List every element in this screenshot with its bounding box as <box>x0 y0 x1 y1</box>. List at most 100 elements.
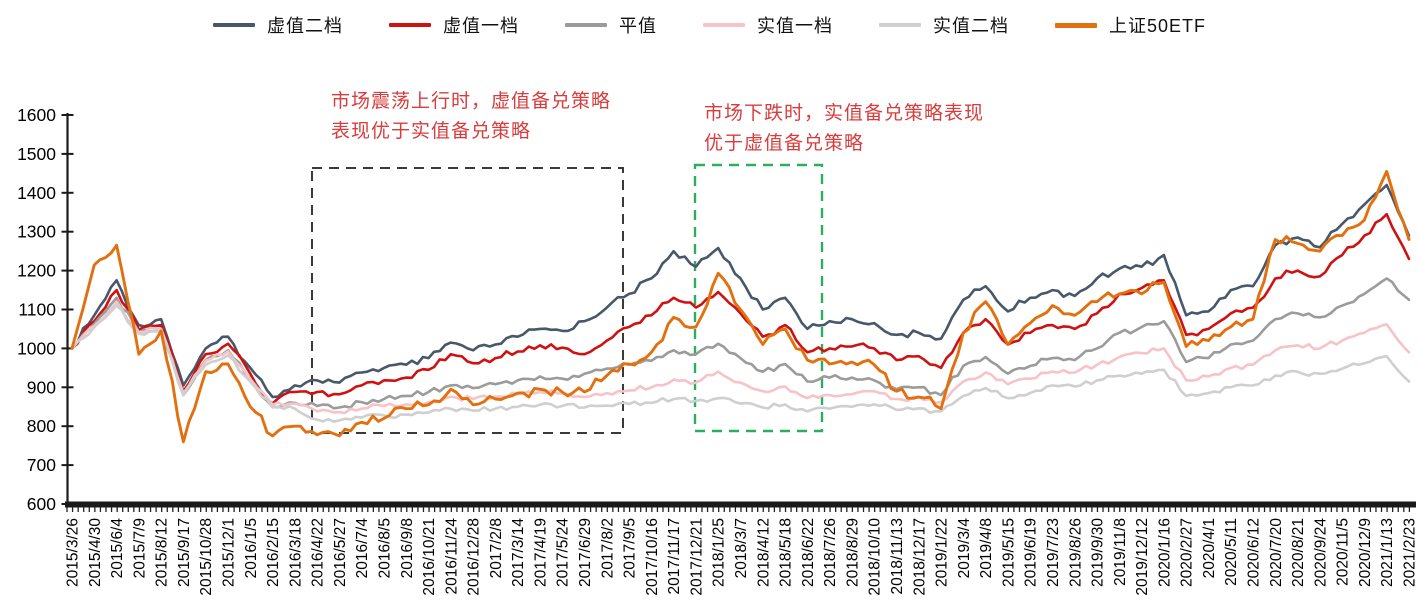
x-axis-label: 2021/1/13 <box>1379 518 1396 587</box>
series-line <box>70 304 1411 424</box>
x-axis-label: 2015/3/26 <box>65 518 82 587</box>
x-axis-label: 2016/2/15 <box>265 518 282 587</box>
itm1-line-swatch-icon <box>702 23 745 27</box>
x-axis-label: 2017/9/5 <box>622 518 639 578</box>
x-axis-label: 2015/6/4 <box>109 518 126 579</box>
x-axis-label: 2019/7/23 <box>1045 518 1062 587</box>
legend-item-sse50etf: 上证50ETF <box>1054 12 1207 38</box>
x-axis-label: 2017/12/21 <box>688 518 705 596</box>
x-axis-label: 2016/8/5 <box>376 518 393 578</box>
x-axis-label: 2019/12/12 <box>1134 518 1151 596</box>
x-axis-label: 2017/4/19 <box>532 518 549 587</box>
x-axis-label: 2015/7/9 <box>131 518 148 578</box>
y-axis-label: 1600 <box>17 105 56 125</box>
x-axis-label: 2016/10/21 <box>421 518 438 596</box>
x-axis-label: 2018/8/29 <box>844 518 861 587</box>
itm-strategy-region-box <box>693 163 824 433</box>
legend-label: 虚值一档 <box>442 16 519 36</box>
x-axis-label: 2019/11/8 <box>1112 518 1129 586</box>
legend-label: 虚值二档 <box>266 16 343 36</box>
x-axis-label: 2017/5/24 <box>555 518 572 587</box>
x-axis-label: 2015/8/12 <box>154 518 171 587</box>
y-axis-label: 1200 <box>17 261 56 281</box>
otm-strategy-region-box <box>311 167 624 434</box>
annotation-line: 市场震荡上行时，虚值备兑策略 <box>331 91 612 112</box>
annotation-line: 表现优于实值备兑策略 <box>331 121 532 142</box>
x-axis-label: 2015/4/30 <box>87 518 104 587</box>
x-axis-label: 2015/10/28 <box>198 518 215 596</box>
x-axis-label: 2018/10/10 <box>867 518 884 596</box>
x-axis-label: 2020/2/27 <box>1179 518 1196 587</box>
y-axis-label: 900 <box>27 377 56 397</box>
x-axis-label: 2016/5/27 <box>332 518 349 587</box>
legend-item-otm2: 虚值二档 <box>212 12 343 38</box>
annotation-line: 优于虚值备兑策略 <box>704 133 865 154</box>
series-line <box>70 300 1411 415</box>
chart-legend: 虚值二档 虚值一档 平值 实值一档 实值二档 上证50ETF <box>0 10 1419 40</box>
itm2-line-swatch-icon <box>878 23 921 27</box>
x-axis-label: 2017/11/17 <box>666 518 683 594</box>
x-axis-label: 2019/3/4 <box>956 518 973 579</box>
sse50etf-line-swatch-icon <box>1054 22 1097 28</box>
series-line <box>70 212 1411 405</box>
x-axis-label: 2017/2/8 <box>488 518 505 578</box>
x-axis-label: 2020/8/21 <box>1290 518 1307 587</box>
y-axis-label: 1100 <box>18 300 56 320</box>
x-axis-label: 2019/1/22 <box>934 518 951 587</box>
x-axis-label: 2021/2/23 <box>1402 518 1419 587</box>
annotation-line: 市场下跌时，实值备兑策略表现 <box>704 103 985 124</box>
annotation-itm-strategy: 市场下跌时，实值备兑策略表现 优于虚值备兑策略 <box>704 99 984 159</box>
atm-line-swatch-icon <box>564 23 607 27</box>
x-axis-label: 2017/8/2 <box>599 518 616 578</box>
y-axis-label: 600 <box>27 494 56 514</box>
x-axis-label: 2019/4/8 <box>978 518 995 578</box>
x-axis-line <box>65 501 1416 508</box>
legend-item-atm: 平值 <box>564 12 657 38</box>
x-axis-label: 2019/9/30 <box>1090 518 1107 587</box>
legend-label: 平值 <box>618 16 657 36</box>
legend-label: 上证50ETF <box>1108 16 1207 36</box>
x-axis-label: 2017/6/29 <box>577 518 594 587</box>
legend-item-itm1: 实值一档 <box>702 12 833 38</box>
x-axis-label: 2020/7/20 <box>1268 518 1285 587</box>
x-axis-label: 2018/12/17 <box>911 518 928 596</box>
x-axis-label: 2020/11/5 <box>1335 518 1352 586</box>
x-axis-label: 2019/5/15 <box>1000 518 1017 587</box>
y-axis-label: 800 <box>27 416 56 436</box>
legend-item-otm1: 虚值一档 <box>388 12 519 38</box>
x-axis-label: 2016/1/5 <box>243 518 260 578</box>
legend-label: 实值一档 <box>756 16 833 36</box>
series-line <box>70 277 1411 410</box>
x-axis-label: 2018/3/7 <box>733 518 750 578</box>
x-axis-label: 2016/4/22 <box>310 518 327 587</box>
otm1-line-swatch-icon <box>388 23 431 27</box>
legend-label: 实值二档 <box>932 16 1009 36</box>
x-axis-label: 2019/6/19 <box>1023 518 1040 587</box>
x-axis-label: 2016/7/4 <box>354 518 371 579</box>
x-axis-label: 2016/12/28 <box>466 518 483 596</box>
y-axis-label: 1300 <box>17 222 56 242</box>
x-axis-label: 2018/6/22 <box>800 518 817 587</box>
y-axis-label: 700 <box>27 455 56 475</box>
x-axis-label: 2017/10/16 <box>644 518 661 596</box>
x-axis-label: 2019/8/26 <box>1067 518 1084 587</box>
x-axis-label: 2017/3/14 <box>510 518 527 587</box>
x-axis-label: 2018/5/18 <box>778 518 795 587</box>
otm2-line-swatch-icon <box>212 23 255 27</box>
x-axis-label: 2016/11/24 <box>443 518 460 595</box>
x-axis-label: 2018/4/12 <box>755 518 772 587</box>
x-axis-label: 2016/3/18 <box>287 518 304 587</box>
y-axis-label: 1400 <box>17 183 56 203</box>
x-axis-label: 2020/9/24 <box>1312 518 1329 587</box>
x-axis-label: 2018/11/13 <box>889 518 906 594</box>
x-axis-label: 2020/4/1 <box>1201 518 1218 578</box>
x-axis-label: 2020/5/11 <box>1223 518 1240 586</box>
x-axis-label: 2020/1/16 <box>1156 518 1173 587</box>
legend-item-itm2: 实值二档 <box>878 12 1009 38</box>
series-line <box>70 183 1411 399</box>
x-axis-label: 2020/6/12 <box>1246 518 1263 587</box>
x-axis-label: 2018/1/25 <box>711 518 728 587</box>
x-axis-label: 2016/9/8 <box>399 518 416 578</box>
x-axis-label: 2018/7/26 <box>822 518 839 587</box>
y-axis-label: 1500 <box>17 144 56 164</box>
